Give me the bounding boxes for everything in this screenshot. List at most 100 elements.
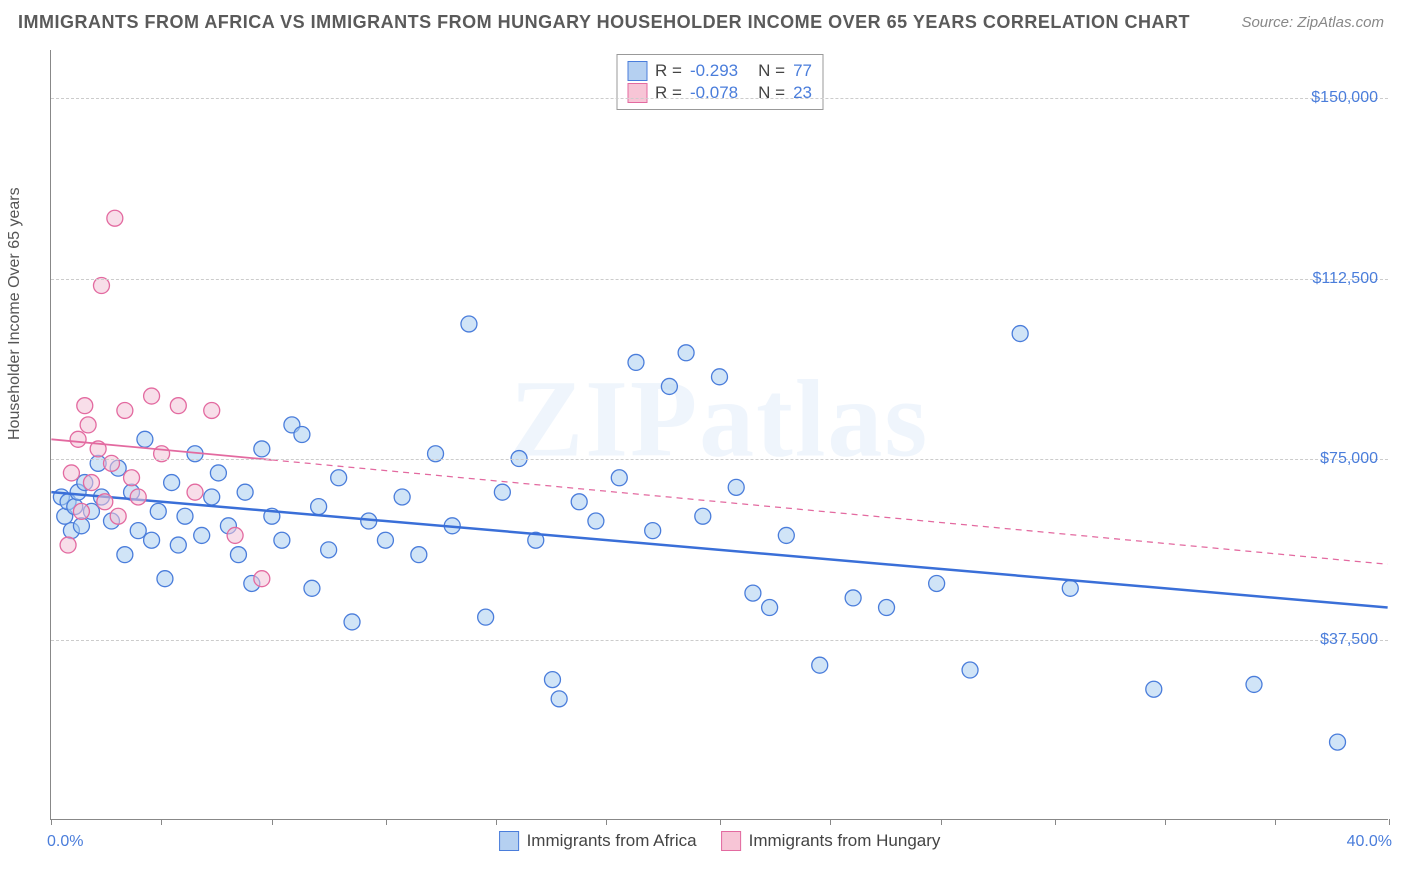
x-tick-mark <box>1055 819 1056 825</box>
data-point <box>164 475 180 491</box>
data-point <box>551 691 567 707</box>
data-point <box>187 484 203 500</box>
data-point <box>678 345 694 361</box>
data-point <box>77 398 93 414</box>
data-point <box>478 609 494 625</box>
data-point <box>645 523 661 539</box>
y-tick-label: $112,500 <box>1312 270 1378 288</box>
swatch-icon <box>499 831 519 851</box>
x-tick-mark <box>161 819 162 825</box>
data-point <box>331 470 347 486</box>
source-attribution: Source: ZipAtlas.com <box>1241 14 1384 31</box>
data-point <box>544 672 560 688</box>
data-point <box>254 441 270 457</box>
gridline <box>51 98 1388 99</box>
x-min-label: 0.0% <box>47 833 83 851</box>
data-point <box>628 354 644 370</box>
x-tick-mark <box>1389 819 1390 825</box>
data-point <box>80 417 96 433</box>
data-point <box>304 580 320 596</box>
data-point <box>321 542 337 558</box>
x-tick-mark <box>941 819 942 825</box>
data-point <box>177 508 193 524</box>
x-tick-mark <box>1275 819 1276 825</box>
data-point <box>83 475 99 491</box>
data-point <box>117 547 133 563</box>
data-point <box>230 547 246 563</box>
x-tick-mark <box>830 819 831 825</box>
data-point <box>93 278 109 294</box>
data-point <box>695 508 711 524</box>
data-point <box>110 508 126 524</box>
gridline <box>51 279 1388 280</box>
data-point <box>204 489 220 505</box>
y-tick-label: $150,000 <box>1311 89 1378 107</box>
x-tick-mark <box>720 819 721 825</box>
data-point <box>237 484 253 500</box>
data-point <box>274 532 290 548</box>
data-point <box>124 470 140 486</box>
data-point <box>157 571 173 587</box>
data-point <box>144 388 160 404</box>
y-tick-label: $75,000 <box>1320 450 1378 468</box>
data-point <box>130 523 146 539</box>
data-point <box>117 402 133 418</box>
x-tick-mark <box>51 819 52 825</box>
legend-item-hungary: Immigrants from Hungary <box>721 831 941 851</box>
scatter-svg <box>51 50 1388 819</box>
data-point <box>661 378 677 394</box>
trendline-dashed <box>272 460 1388 564</box>
data-point <box>73 503 89 519</box>
y-axis-label: Householder Income Over 65 years <box>6 187 24 440</box>
data-point <box>461 316 477 332</box>
data-point <box>150 503 166 519</box>
data-point <box>1330 734 1346 750</box>
gridline <box>51 459 1388 460</box>
data-point <box>1246 676 1262 692</box>
data-point <box>294 427 310 443</box>
data-point <box>204 402 220 418</box>
data-point <box>137 431 153 447</box>
data-point <box>170 398 186 414</box>
data-point <box>1146 681 1162 697</box>
data-point <box>344 614 360 630</box>
series-legend: Immigrants from Africa Immigrants from H… <box>499 831 941 851</box>
x-tick-mark <box>1165 819 1166 825</box>
data-point <box>104 455 120 471</box>
data-point <box>962 662 978 678</box>
gridline <box>51 640 1388 641</box>
data-point <box>494 484 510 500</box>
data-point <box>728 479 744 495</box>
data-point <box>107 210 123 226</box>
data-point <box>1012 326 1028 342</box>
x-tick-mark <box>386 819 387 825</box>
x-tick-mark <box>606 819 607 825</box>
data-point <box>712 369 728 385</box>
data-point <box>70 431 86 447</box>
data-point <box>130 489 146 505</box>
data-point <box>411 547 427 563</box>
x-max-label: 40.0% <box>1347 833 1392 851</box>
data-point <box>210 465 226 481</box>
data-point <box>311 499 327 515</box>
data-point <box>73 518 89 534</box>
data-point <box>227 527 243 543</box>
plot-area: ZIPatlas R = -0.293 N = 77 R = -0.078 N … <box>50 50 1388 820</box>
data-point <box>588 513 604 529</box>
data-point <box>194 527 210 543</box>
data-point <box>377 532 393 548</box>
data-point <box>394 489 410 505</box>
data-point <box>745 585 761 601</box>
data-point <box>144 532 160 548</box>
x-tick-mark <box>272 819 273 825</box>
data-point <box>611 470 627 486</box>
data-point <box>812 657 828 673</box>
data-point <box>571 494 587 510</box>
legend-item-africa: Immigrants from Africa <box>499 831 697 851</box>
data-point <box>1062 580 1078 596</box>
data-point <box>170 537 186 553</box>
legend-label: Immigrants from Hungary <box>749 831 941 851</box>
legend-label: Immigrants from Africa <box>527 831 697 851</box>
data-point <box>879 600 895 616</box>
data-point <box>97 494 113 510</box>
